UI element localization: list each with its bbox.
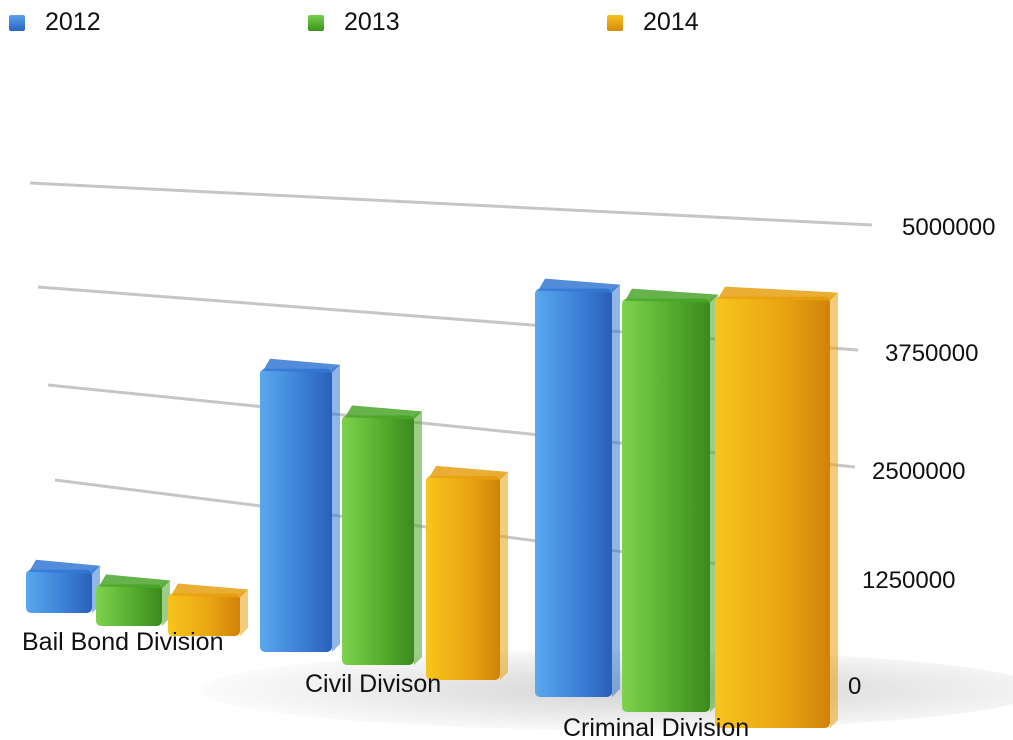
bar-side-face [612,284,620,697]
y-tick-label: 3750000 [885,340,978,367]
legend-swatch-2014 [607,14,623,31]
legend-item-2012: 2012 [9,8,101,37]
bar-side-face [240,589,248,636]
gridline [29,181,873,227]
legend-label-2012: 2012 [45,8,101,36]
legend-swatch-2012 [9,14,25,31]
bar-front-face [96,584,162,626]
bar-front-face [260,368,332,652]
x-category-label: Civil Divison [305,670,441,698]
bar-top-face [99,574,170,589]
bar-front-face [168,593,240,636]
bar [26,559,100,613]
bar-front-face [622,298,710,712]
legend-item-2014: 2014 [607,8,699,37]
bar-top-face [718,286,838,301]
legend-swatch-2013 [308,14,324,31]
bar [715,286,838,728]
bar-top-face [345,405,422,420]
bar [260,358,340,652]
bar-side-face [830,292,838,728]
y-tick-label: 1250000 [862,567,955,594]
bar [168,583,248,636]
bar-front-face [426,475,500,680]
bar-top-face [263,358,340,373]
legend-label-2014: 2014 [643,8,699,36]
bar-front-face [535,288,612,697]
bar-top-face [625,288,718,303]
bar [96,574,170,626]
legend-label-2013: 2013 [344,8,400,36]
bar-front-face [342,415,414,665]
bar-top-face [538,278,620,293]
chart-legend: 2012 2013 2014 [0,8,1013,38]
y-tick-label: 0 [848,673,861,700]
bar [622,288,718,712]
y-tick-label: 2500000 [872,458,965,485]
x-category-label: Criminal Division [563,714,749,740]
bar-side-face [332,364,340,652]
bar [426,465,508,680]
y-tick-label: 5000000 [902,214,995,241]
bar [535,278,620,697]
bar-front-face [26,569,92,613]
bar-top-face [171,583,248,598]
x-category-label: Bail Bond Division [22,628,224,656]
bar-front-face [715,296,830,728]
bar-top-face [29,559,100,574]
bar-top-face [429,465,508,480]
legend-item-2013: 2013 [308,8,400,37]
bar [342,405,422,665]
bar-side-face [414,411,422,665]
bar-side-face [500,471,508,680]
